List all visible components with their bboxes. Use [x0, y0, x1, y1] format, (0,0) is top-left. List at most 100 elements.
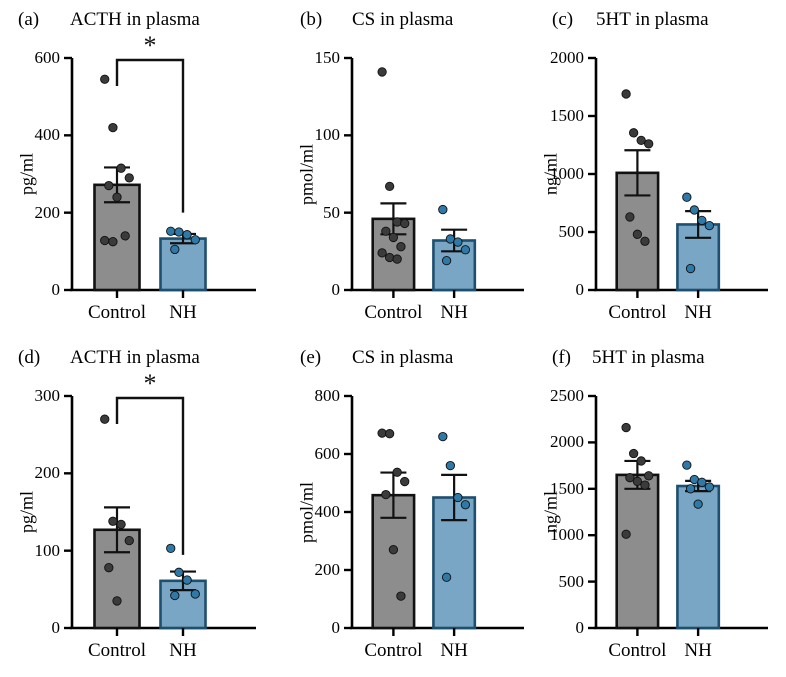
y-tick-label: 0 — [575, 618, 585, 637]
panel-title: ACTH in plasma — [70, 9, 200, 30]
y-tick-label: 0 — [51, 618, 61, 637]
data-point — [693, 499, 703, 509]
data-point — [400, 476, 410, 487]
x-tick-label-nh: NH — [440, 302, 468, 323]
data-point — [621, 422, 631, 433]
data-point — [174, 567, 184, 577]
panel-title: 5HT in plasma — [592, 347, 705, 368]
y-axis-label: pg/ml — [16, 153, 37, 196]
y-tick-label: 0 — [575, 280, 585, 299]
bar-nh — [159, 237, 207, 292]
y-tick-label: 2500 — [550, 386, 584, 405]
data-point — [392, 254, 402, 264]
data-point — [112, 192, 122, 202]
data-point — [460, 245, 471, 255]
y-tick-label: 100 — [314, 125, 341, 145]
data-point — [384, 252, 395, 263]
y-tick-label: 50 — [323, 202, 340, 222]
data-point — [190, 235, 200, 245]
panel-title: ACTH in plasma — [70, 347, 200, 368]
data-point — [441, 572, 452, 582]
data-point — [460, 500, 471, 510]
data-point — [640, 480, 650, 490]
data-point — [116, 163, 126, 173]
x-tick-label-control: Control — [364, 302, 423, 323]
data-point — [170, 590, 180, 601]
y-tick-label: 200 — [314, 560, 341, 579]
data-point — [190, 589, 200, 599]
data-point — [104, 180, 114, 191]
data-point — [170, 244, 180, 255]
x-tick-label-nh: NH — [684, 302, 712, 323]
data-point — [625, 212, 635, 222]
y-tick-label: 600 — [314, 444, 341, 463]
y-tick-label: 2000 — [550, 432, 584, 452]
data-point — [621, 89, 631, 99]
panel-header: (f) 5HT in plasma — [548, 344, 786, 372]
data-point — [628, 128, 639, 138]
y-tick-label: 300 — [34, 386, 61, 405]
data-point — [704, 220, 715, 231]
panel-title: 5HT in plasma — [596, 9, 709, 30]
data-point — [396, 242, 406, 252]
plot-area — [344, 394, 524, 636]
data-point — [453, 492, 463, 503]
data-point — [174, 227, 184, 237]
panel-title: CS in plasma — [352, 347, 454, 368]
data-point — [689, 205, 700, 215]
data-point — [400, 218, 410, 229]
data-point — [621, 529, 631, 539]
panel-letter: (d) — [18, 347, 41, 368]
panel-letter: (c) — [552, 9, 574, 30]
data-point — [644, 471, 654, 481]
y-tick-label: 1000 — [550, 164, 584, 183]
data-point — [182, 575, 192, 585]
bar-control — [615, 473, 660, 630]
x-tick-label-control: Control — [608, 302, 667, 323]
y-tick-label: 100 — [34, 540, 61, 560]
data-point — [632, 476, 643, 487]
data-point — [100, 235, 110, 246]
y-tick-label: 0 — [331, 280, 341, 299]
data-point — [182, 230, 192, 240]
data-point — [640, 236, 650, 246]
y-tick-label: 1500 — [550, 478, 584, 498]
data-point — [697, 477, 707, 487]
x-tick-label-nh: NH — [684, 640, 712, 661]
data-point — [116, 519, 126, 530]
data-point — [438, 204, 448, 215]
x-tick-label-nh: NH — [169, 640, 197, 661]
data-point — [108, 516, 118, 526]
panel-header: (b) CS in plasma — [290, 6, 548, 34]
panel-header: (a) ACTH in plasma — [0, 6, 290, 34]
data-point — [636, 456, 646, 466]
data-point — [384, 429, 395, 439]
y-tick-label: 500 — [558, 571, 585, 591]
data-point — [453, 237, 463, 247]
data-point — [377, 67, 387, 77]
y-tick-label: 800 — [314, 386, 341, 405]
panel-header: (c) 5HT in plasma — [548, 6, 786, 34]
data-point — [685, 263, 696, 274]
y-axis-label: pmol/ml — [296, 143, 317, 205]
data-point — [104, 563, 114, 573]
significance-bracket — [115, 396, 185, 555]
data-point — [438, 431, 448, 442]
data-point — [388, 232, 399, 243]
significance-bracket — [115, 58, 185, 213]
panel-header: (d) ACTH in plasma — [0, 344, 290, 372]
y-tick-label: 200 — [34, 202, 61, 222]
x-tick-label-nh: NH — [169, 302, 197, 323]
y-tick-label: 0 — [51, 280, 61, 299]
data-point — [388, 545, 399, 555]
x-tick-label-control: Control — [364, 640, 423, 661]
data-point — [644, 139, 654, 149]
data-point — [392, 467, 402, 477]
x-tick-label-control: Control — [608, 640, 667, 661]
x-tick-label-control: Control — [87, 302, 147, 323]
y-tick-label: 200 — [34, 463, 61, 483]
data-point — [636, 135, 646, 146]
y-axis-label: ng/ml — [540, 491, 561, 534]
panel-f: (f) 5HT in plasma ng/ml 0 500 1000 1500 2000 250… — [541, 338, 786, 676]
